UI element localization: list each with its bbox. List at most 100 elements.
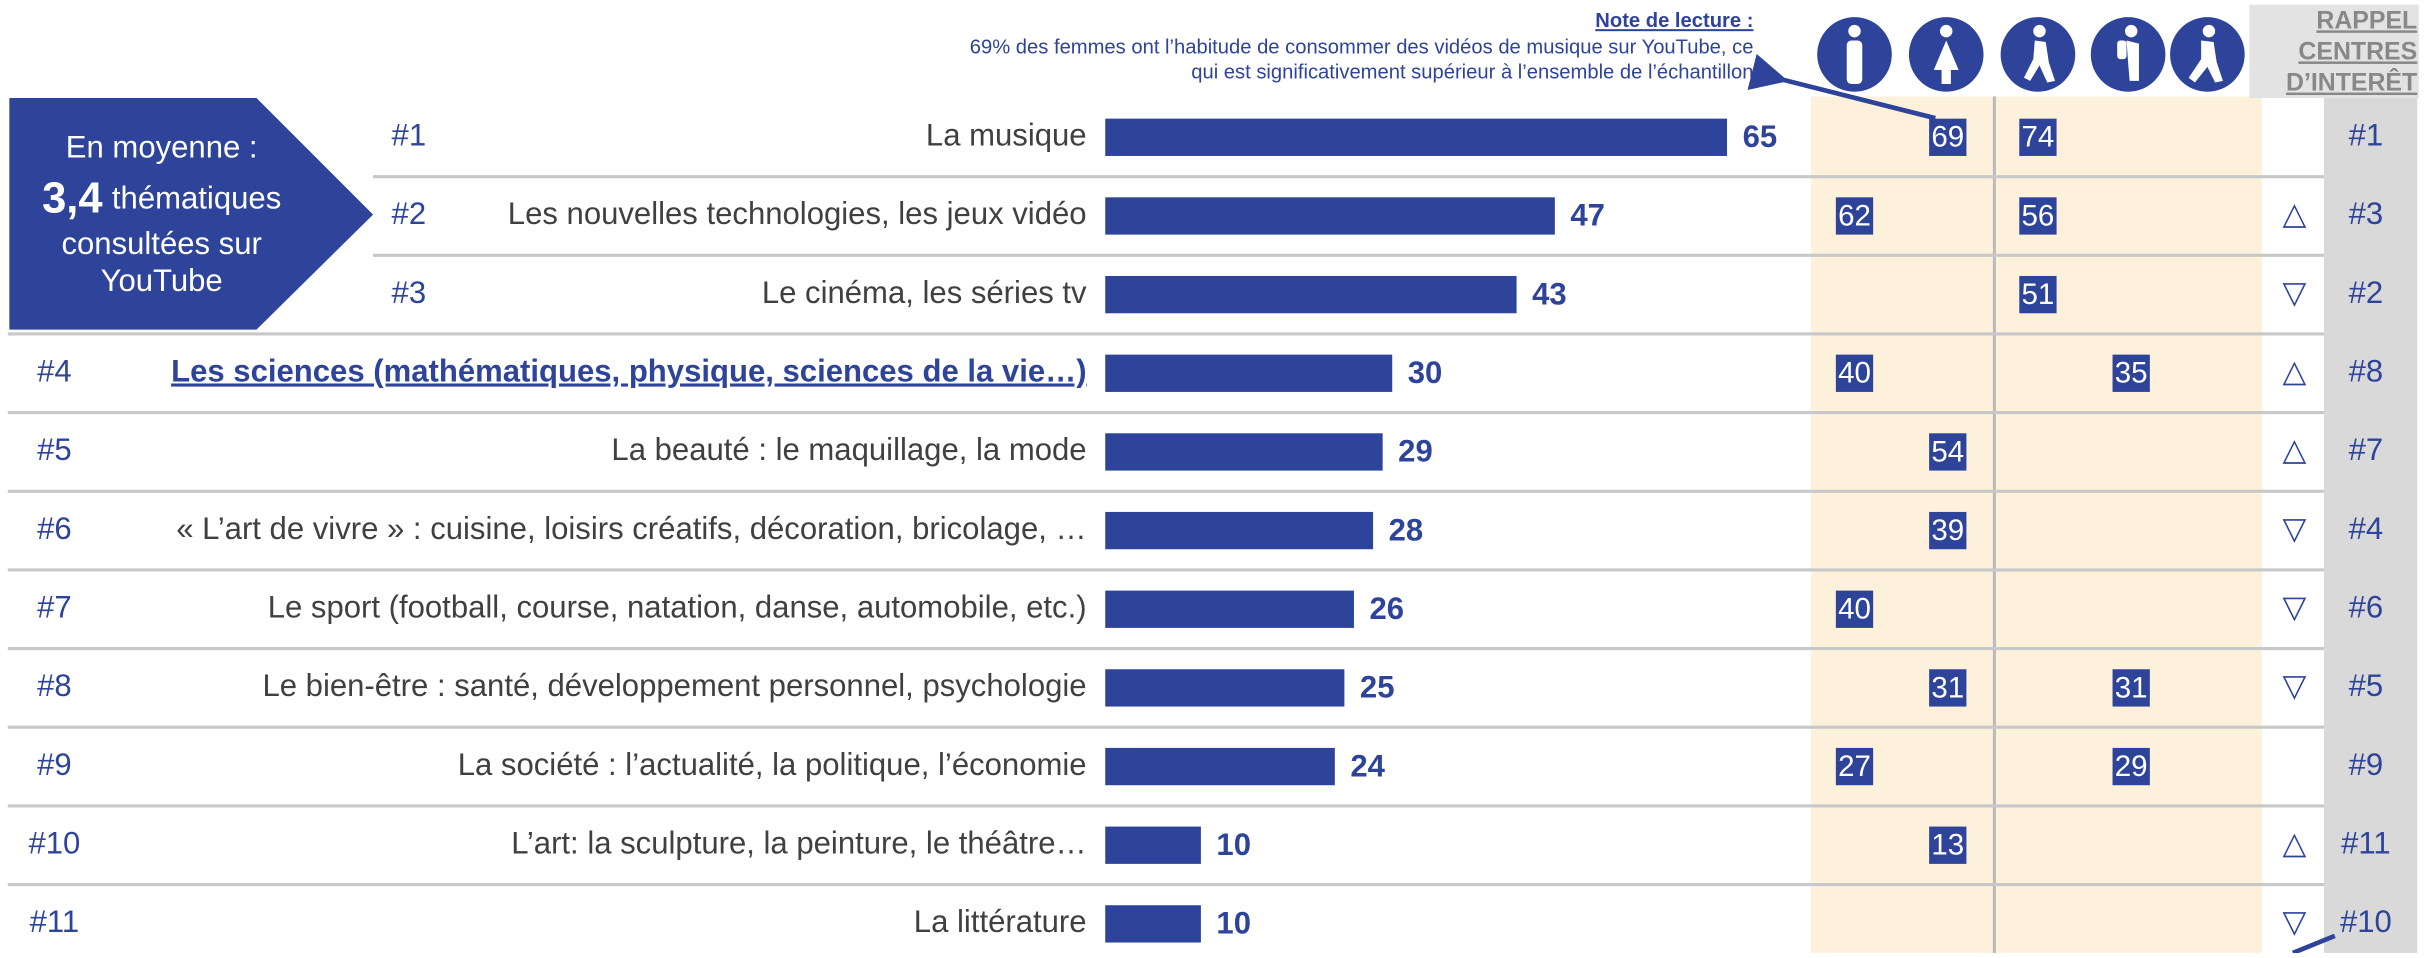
note: Note de lecture : 69% des femmes ont l’h… [970, 10, 1936, 121]
bar-value: 10 [1216, 827, 1251, 862]
rows: #1 La musique 65 69 74 #1 #2 Les nouvelles tech… [7, 118, 2392, 943]
note-text: qui est significativement supérieur à l’… [1191, 61, 1753, 83]
bar [1105, 747, 1335, 786]
recall-bg [2323, 96, 2418, 953]
cell-value: 51 [2022, 278, 2055, 311]
bar-value: 24 [1350, 748, 1385, 783]
recall: #10 [2340, 904, 2392, 939]
row-label: Les nouvelles technologies, les jeux vid… [508, 196, 1087, 231]
bar-value: 47 [1570, 198, 1605, 233]
trend: ▽ [2282, 511, 2306, 546]
bar-value: 26 [1370, 591, 1405, 626]
cell-bg [1835, 354, 1874, 392]
icons [1817, 17, 2245, 92]
trend: ▽ [2282, 589, 2306, 624]
cell-bg [1929, 511, 1967, 550]
cell-value: 40 [1838, 357, 1871, 390]
bar [1105, 511, 1374, 550]
bar [1105, 275, 1517, 314]
cell-bg [2019, 275, 2057, 314]
cell-value: 74 [2022, 121, 2055, 154]
recall-header-bg [2249, 4, 2419, 98]
bar [1105, 669, 1345, 707]
row-label: Le bien-être : santé, développement pers… [262, 668, 1086, 703]
callout-text: consultées sur [61, 226, 261, 261]
row-label: La beauté : le maquillage, la mode [611, 432, 1086, 467]
bar [1105, 826, 1201, 864]
row-label: La société : l’actualité, la politique, … [458, 747, 1087, 782]
backgrounds [1810, 4, 2419, 953]
row-label: « L’art de vivre » : cuisine, loisirs cr… [176, 511, 1086, 546]
cell-value: 29 [2115, 750, 2148, 783]
bar [1105, 905, 1201, 943]
rank: #1 [392, 118, 427, 153]
rank: #3 [392, 275, 427, 310]
trend: △ [2282, 353, 2306, 388]
rank: #4 [37, 353, 72, 388]
recall: #2 [2349, 275, 2384, 310]
recall: #7 [2349, 432, 2384, 467]
trend: ▽ [2282, 668, 2306, 703]
trend: ▽ [2282, 275, 2306, 310]
callout: En moyenne : 3,4 thématiques consultées s… [9, 97, 374, 330]
rank: #10 [28, 825, 80, 860]
recall-header-text: CENTRES [2298, 37, 2417, 65]
rank: #8 [37, 668, 72, 703]
note-title: Note de lecture : [1595, 10, 1753, 32]
cell-bg [1835, 197, 1874, 235]
callout-text: 3,4 thématiques [42, 174, 281, 222]
callout-shape [9, 97, 374, 330]
cell-bg [2019, 197, 2057, 235]
cell-value: 56 [2022, 199, 2055, 232]
cell-value: 27 [1838, 750, 1871, 783]
cell-value: 39 [1931, 514, 1964, 547]
bar [1105, 590, 1354, 628]
recall: #6 [2349, 589, 2384, 624]
callout-text: YouTube [101, 263, 223, 298]
cell-bg [2112, 747, 2150, 786]
row-label: La musique [926, 118, 1087, 153]
bar-value: 30 [1408, 355, 1443, 390]
callout-number: 3,4 [42, 174, 102, 222]
row-label: Le sport (football, course, natation, da… [268, 589, 1087, 624]
cell-value: 69 [1931, 121, 1964, 154]
column-bg [1995, 96, 2262, 953]
cell-bg [2112, 669, 2150, 707]
recall-header: RAPPEL CENTRES D’INTERÊT [2286, 6, 2417, 96]
cell-value: 13 [1931, 829, 1964, 862]
recall: #8 [2349, 353, 2384, 388]
row-label: La littérature [914, 904, 1087, 939]
recall: #9 [2349, 747, 2384, 782]
trend: △ [2282, 196, 2306, 231]
cell-bg [1929, 826, 1967, 864]
bar-value: 65 [1743, 119, 1778, 154]
bar [1105, 354, 1393, 392]
bar [1105, 433, 1383, 471]
cell-bg [2112, 354, 2150, 392]
bar [1105, 197, 1555, 235]
rank: #11 [30, 904, 80, 939]
trend: △ [2282, 432, 2306, 467]
row-label: Les sciences (mathématiques, physique, s… [171, 353, 1086, 388]
recall: #5 [2349, 668, 2384, 703]
trend: △ [2282, 825, 2306, 860]
cell-bg [2019, 118, 2057, 156]
cell-bg [1929, 118, 1967, 156]
rank: #6 [37, 511, 72, 546]
cell-value: 31 [1931, 671, 1964, 704]
cell-bg [1929, 433, 1967, 471]
recall-header-text: D’INTERÊT [2286, 67, 2417, 97]
bar-value: 25 [1360, 670, 1395, 705]
cell-value: 54 [1931, 435, 1964, 468]
trend: ▽ [2282, 904, 2306, 939]
callout-text: En moyenne : [66, 129, 258, 164]
rank: #9 [37, 747, 72, 782]
cell-bg [1835, 590, 1874, 628]
recall: #1 [2349, 118, 2384, 153]
bar-value: 10 [1216, 906, 1251, 941]
cell-bg [1835, 747, 1874, 786]
cell-value: 62 [1838, 199, 1871, 232]
row-label: L’art: la sculpture, la peinture, le thé… [511, 825, 1086, 860]
